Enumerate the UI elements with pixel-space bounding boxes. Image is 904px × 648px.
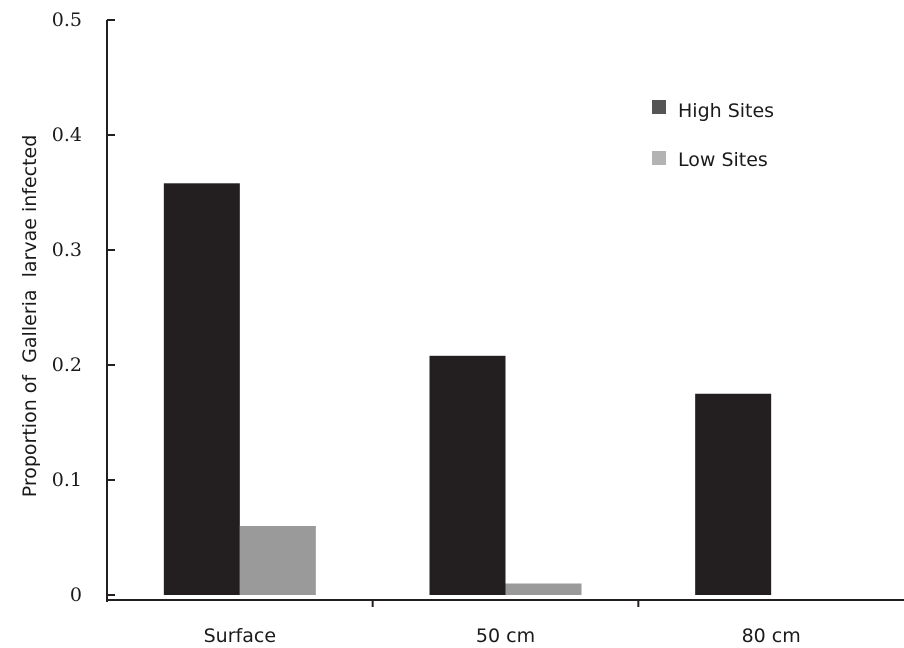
y-tick-label: 0.3 — [52, 239, 82, 261]
x-category-label: 50 cm — [476, 625, 535, 647]
y-tick-label: 0.2 — [52, 354, 82, 376]
bar-low-sites-surface — [239, 526, 316, 595]
y-axis-title: Proportion of Galleria larvae infected — [19, 135, 41, 498]
x-ticks-group: Surface 50 cm 80 cm — [204, 600, 801, 647]
y-tick-label: 0.5 — [52, 9, 82, 31]
legend-swatch-low-sites — [652, 151, 666, 165]
x-category-label: 80 cm — [742, 625, 801, 647]
legend-swatch-high-sites — [652, 100, 666, 114]
legend-label-high-sites: High Sites — [678, 100, 774, 122]
bar-high-sites-80-cm — [695, 393, 772, 595]
x-category-label: Surface — [204, 625, 276, 647]
legend: High Sites Low Sites — [652, 100, 774, 171]
bar-high-sites-surface — [163, 183, 240, 596]
y-ticks-group: 0 0.1 0.2 0.3 0.4 0.5 — [52, 9, 115, 606]
bars-group — [163, 183, 772, 596]
y-tick-label: 0 — [70, 584, 82, 606]
bar-low-sites-50-cm — [505, 583, 582, 595]
y-tick-label: 0.4 — [52, 124, 82, 146]
legend-label-low-sites: Low Sites — [678, 149, 768, 171]
bar-high-sites-50-cm — [429, 355, 506, 595]
y-tick-label: 0.1 — [52, 469, 82, 491]
